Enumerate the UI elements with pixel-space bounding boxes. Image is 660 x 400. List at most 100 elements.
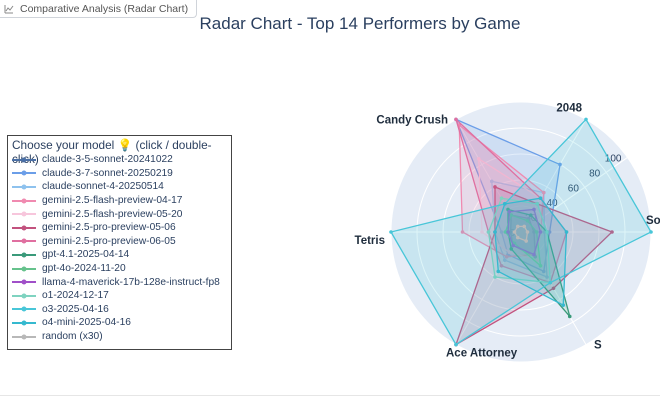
legend-item[interactable]: o3-2025-04-16 xyxy=(8,303,231,317)
legend-item[interactable]: gemini-2.5-pro-preview-06-05 xyxy=(8,235,231,249)
legend-label: gemini-2.5-pro-preview-05-06 xyxy=(42,222,176,234)
data-point xyxy=(454,117,458,122)
data-point xyxy=(493,275,497,279)
legend-label: llama-4-maverick-17b-128e-instruct-fp8 xyxy=(42,276,220,288)
data-point xyxy=(535,258,540,262)
legend-item[interactable]: llama-4-maverick-17b-128e-instruct-fp8 xyxy=(8,275,231,289)
data-point xyxy=(476,157,481,161)
data-point xyxy=(486,230,491,234)
legend-swatch xyxy=(12,266,36,272)
legend-item[interactable]: gemini-2.5-pro-preview-05-06 xyxy=(8,221,231,235)
data-point xyxy=(525,230,530,234)
data-point xyxy=(489,179,494,184)
legend-label: random (x30) xyxy=(42,331,103,343)
legend-label: claude-sonnet-4-20250514 xyxy=(42,181,164,193)
data-point xyxy=(509,247,514,251)
data-point xyxy=(558,162,562,167)
data-point xyxy=(454,342,458,347)
data-point xyxy=(515,224,520,229)
legend-label: gemini-2.5-flash-preview-04-17 xyxy=(42,195,183,207)
legend-item[interactable]: o4-mini-2025-04-16 xyxy=(8,316,231,330)
data-point xyxy=(541,269,546,274)
data-point xyxy=(610,230,614,234)
data-point xyxy=(541,190,546,195)
data-point xyxy=(499,230,504,234)
data-point xyxy=(496,269,501,274)
radial-axis xyxy=(520,156,628,233)
radial-tick-label: 20 xyxy=(525,213,537,224)
legend-swatch xyxy=(12,252,36,258)
legend-swatch xyxy=(12,279,36,285)
legend-swatch xyxy=(12,293,36,299)
legend-item[interactable]: claude-3-5-sonnet-20241022 xyxy=(8,153,231,167)
axis-label-candy-crush: Candy Crush xyxy=(376,114,448,126)
axis-label-sokoban: Sokoban xyxy=(646,215,660,227)
data-point xyxy=(509,213,514,217)
data-point xyxy=(535,202,540,206)
axis-label-2048: 2048 xyxy=(556,102,582,114)
data-point xyxy=(507,209,512,214)
data-point xyxy=(506,230,510,234)
legend-swatch xyxy=(12,198,36,204)
data-point xyxy=(502,202,507,206)
legend-swatch xyxy=(12,225,36,231)
legend-label: gemini-2.5-flash-preview-05-20 xyxy=(42,208,183,220)
legend-label: claude-3-5-sonnet-20241022 xyxy=(42,154,173,166)
data-point xyxy=(525,218,530,223)
chart-icon xyxy=(4,4,14,13)
data-point xyxy=(504,254,509,259)
data-point xyxy=(502,258,507,262)
legend-swatch xyxy=(12,320,36,326)
legend-label: o3-2025-04-16 xyxy=(42,303,109,315)
legend-item[interactable]: claude-3-7-sonnet-20250219 xyxy=(8,167,231,181)
data-point xyxy=(480,230,484,234)
axis-label-super-mario-bros: S xyxy=(594,340,602,352)
legend-swatch xyxy=(12,306,36,312)
data-point xyxy=(493,230,497,234)
data-point xyxy=(649,230,653,234)
legend-item[interactable]: gpt-4.1-2025-04-14 xyxy=(8,248,231,262)
tab-comparative-analysis[interactable]: Comparative Analysis (Radar Chart) xyxy=(0,0,198,18)
legend-swatch xyxy=(12,157,36,163)
data-point xyxy=(561,303,566,307)
legend-item[interactable]: gemini-2.5-flash-preview-05-20 xyxy=(8,207,231,221)
radial-tick-label: 0 xyxy=(509,228,515,239)
data-point xyxy=(545,230,549,234)
data-point xyxy=(507,250,512,255)
data-point xyxy=(389,230,393,234)
legend-swatch xyxy=(12,334,36,340)
legend-item[interactable]: random (x30) xyxy=(8,330,231,344)
data-point xyxy=(547,230,552,234)
data-point xyxy=(522,224,527,229)
data-point xyxy=(532,230,536,234)
radial-tick-label: 80 xyxy=(589,168,601,179)
legend-label: gemini-2.5-pro-preview-06-05 xyxy=(42,235,176,247)
legend-label: gpt-4.1-2025-04-14 xyxy=(42,249,130,261)
data-point xyxy=(532,252,536,257)
radial-tick-label: 60 xyxy=(568,183,580,194)
data-point xyxy=(564,230,569,234)
data-point xyxy=(499,263,504,268)
legend-item[interactable]: gpt-4o-2024-11-20 xyxy=(8,262,231,276)
chart-title: Radar Chart - Top 14 Performers by Game xyxy=(199,14,521,33)
legend-swatch xyxy=(12,238,36,244)
data-point xyxy=(493,185,497,189)
data-point xyxy=(503,230,508,234)
radial-tick-label: 40 xyxy=(546,198,558,209)
data-point xyxy=(460,230,465,234)
legend-item[interactable]: claude-sonnet-4-20250514 xyxy=(8,180,231,194)
data-point xyxy=(538,230,543,234)
legend-swatch xyxy=(12,184,36,190)
data-point xyxy=(511,243,515,248)
data-point xyxy=(524,239,528,243)
data-point xyxy=(532,207,536,212)
data-point xyxy=(538,196,543,201)
legend-label: gpt-4o-2024-11-20 xyxy=(42,263,126,275)
data-point xyxy=(538,263,543,268)
data-point xyxy=(548,280,553,285)
legend-swatch xyxy=(12,170,36,176)
legend-item[interactable]: o1-2024-12-17 xyxy=(8,289,231,303)
legend-label: o4-mini-2025-04-16 xyxy=(42,317,131,329)
legend-label: o1-2024-12-17 xyxy=(42,290,109,302)
legend-item[interactable]: gemini-2.5-flash-preview-04-17 xyxy=(8,194,231,208)
